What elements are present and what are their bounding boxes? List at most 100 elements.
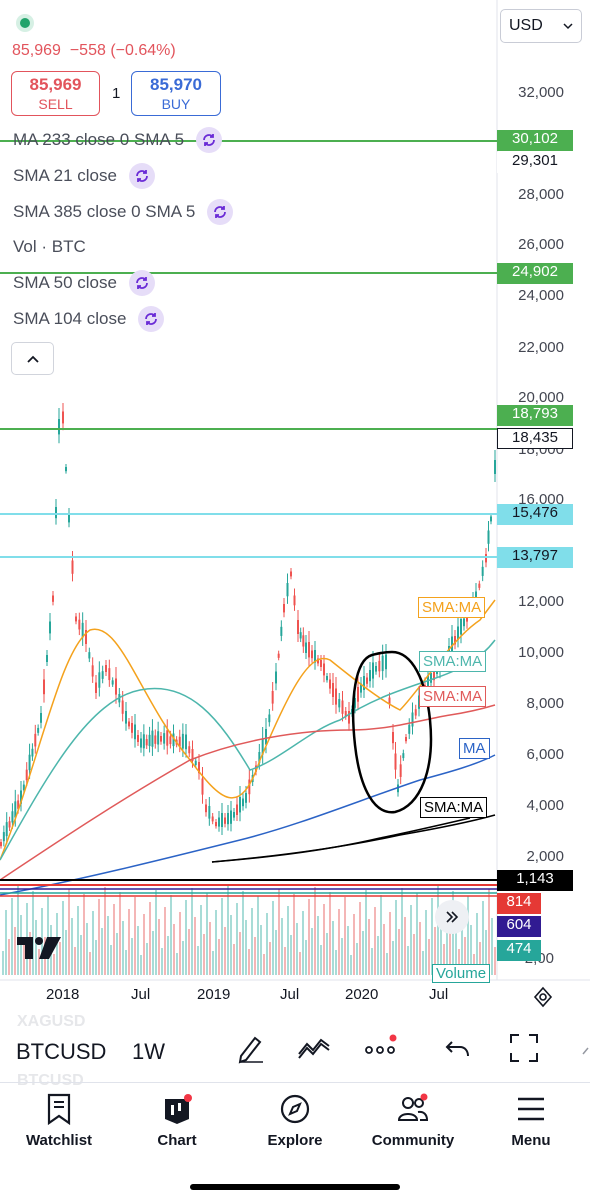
candle-body: [239, 797, 241, 813]
candle-body: [98, 672, 101, 688]
more-button[interactable]: [364, 1032, 398, 1069]
symbol-button[interactable]: BTCUSD: [16, 1039, 107, 1064]
price-tick: 32,000: [518, 84, 564, 101]
volume-bar: [467, 896, 469, 975]
refresh-icon[interactable]: [207, 199, 234, 225]
candle-body: [62, 411, 64, 424]
indicators-button[interactable]: [297, 1032, 331, 1069]
ma-tag-teal: SMA:MA: [419, 651, 487, 672]
volume-bar: [395, 900, 397, 975]
spread-value: 1: [112, 85, 121, 102]
volume-bar: [77, 906, 79, 975]
candle-body: [314, 650, 316, 663]
volume-bar: [95, 940, 97, 975]
indicator-label: MA 233 close 0 SMA 5: [13, 130, 185, 149]
indicator-sma50[interactable]: SMA 50 close: [13, 270, 155, 296]
candle-body: [277, 653, 280, 658]
volume-bar: [32, 891, 34, 975]
volume-bar: [197, 946, 199, 975]
volume-bar: [443, 944, 445, 975]
refresh-icon[interactable]: [196, 127, 223, 153]
volume-bar: [227, 886, 229, 975]
candle-body: [181, 733, 184, 749]
price-tag-29301: 29,301: [497, 152, 573, 173]
indicator-sma104[interactable]: SMA 104 close: [13, 306, 165, 332]
scroll-to-realtime-button[interactable]: [435, 900, 469, 934]
candle-body: [408, 724, 411, 734]
candle-body: [348, 711, 350, 724]
price-tick: 20,000: [518, 389, 564, 406]
candle-body: [20, 790, 22, 804]
volume-bar: [110, 945, 112, 975]
candle-body: [290, 571, 292, 577]
volume-bar: [260, 925, 262, 975]
collapse-legend-button[interactable]: [11, 342, 54, 375]
candle-body: [338, 699, 341, 708]
nav-menu[interactable]: Menu: [472, 1092, 590, 1149]
candle-body: [8, 821, 11, 828]
volume-bar: [323, 904, 325, 975]
sell-button[interactable]: 85,969 SELL: [11, 71, 100, 116]
volume-bar: [488, 889, 490, 975]
volume-bar: [476, 913, 478, 975]
price-tag-1143: 1,143: [497, 870, 573, 891]
nav-label: Menu: [511, 1132, 551, 1149]
volume-bar: [161, 948, 163, 975]
chart-settings-icon[interactable]: [532, 986, 554, 1013]
price-tick: 24,000: [518, 287, 564, 304]
nav-community[interactable]: Community: [354, 1092, 472, 1149]
price-tick: 28,000: [518, 186, 564, 203]
volume-bar: [371, 948, 373, 975]
candle-body: [490, 516, 492, 522]
candle-body: [151, 730, 154, 747]
nav-chart[interactable]: Chart: [118, 1092, 236, 1149]
price-tick: 10,000: [518, 644, 564, 661]
fullscreen-button[interactable]: [508, 1032, 540, 1069]
volume-bar: [176, 953, 178, 975]
candle-body: [388, 697, 391, 705]
toolbar-overflow-chevron-icon: [580, 1046, 590, 1067]
moving-average-line: [0, 754, 496, 896]
volume-bar: [410, 905, 412, 975]
drawing-tool-button[interactable]: [235, 1032, 265, 1069]
indicator-sma385[interactable]: SMA 385 close 0 SMA 5: [13, 199, 234, 225]
volume-bar: [317, 916, 319, 975]
volume-bar: [14, 927, 16, 975]
candle-body: [305, 642, 307, 653]
nav-watchlist[interactable]: Watchlist: [0, 1092, 118, 1149]
candle-body: [205, 804, 207, 813]
buy-button[interactable]: 85,970 BUY: [131, 71, 221, 116]
volume-bar: [284, 947, 286, 975]
candle-body: [91, 665, 94, 677]
volume-bar: [17, 886, 19, 975]
indicator-sma21[interactable]: SMA 21 close: [13, 163, 155, 189]
indicator-ma233[interactable]: MA 233 close 0 SMA 5: [13, 127, 223, 153]
volume-bar: [149, 902, 151, 975]
volume-bar: [296, 923, 298, 975]
candle-body: [85, 630, 87, 644]
undo-button[interactable]: [444, 1032, 472, 1069]
volume-bar: [308, 899, 310, 975]
refresh-icon[interactable]: [138, 306, 165, 332]
candle-body: [40, 713, 42, 723]
sell-label: SELL: [38, 96, 73, 112]
candle-body: [185, 734, 187, 750]
volume-bar: [62, 901, 64, 975]
candle-body: [157, 731, 160, 745]
price-tag-18435: 18,435: [497, 428, 573, 449]
volume-bar: [137, 926, 139, 975]
nav-explore[interactable]: Explore: [236, 1092, 354, 1149]
candle-body: [335, 688, 337, 705]
indicator-volume[interactable]: Vol · BTC: [13, 237, 86, 257]
currency-selector[interactable]: USD: [500, 9, 582, 43]
candle-body: [160, 736, 162, 742]
volume-bar: [347, 926, 349, 975]
refresh-icon[interactable]: [128, 163, 155, 189]
price-tick: 22,000: [518, 339, 564, 356]
refresh-icon[interactable]: [128, 270, 155, 296]
candle-body: [341, 700, 344, 714]
interval-button[interactable]: 1W: [132, 1039, 165, 1064]
volume-bar: [221, 898, 223, 975]
volume-bar: [83, 894, 85, 975]
